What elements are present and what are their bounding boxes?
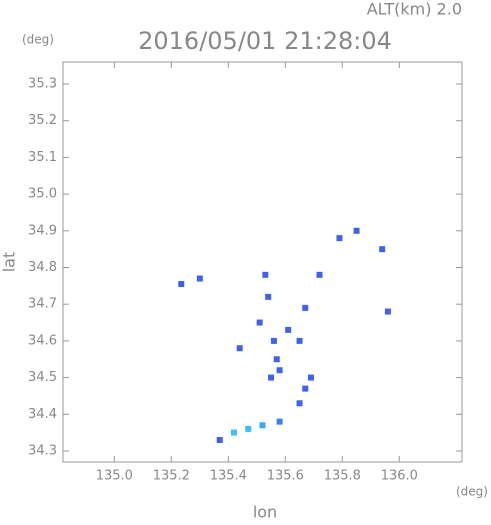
y-tick-label: 34.7 xyxy=(28,297,57,312)
echo-point xyxy=(265,293,272,300)
echo-point xyxy=(379,246,386,253)
y-tick-label: 35.3 xyxy=(28,77,57,92)
x-axis-label: lon xyxy=(253,503,277,522)
echo-point xyxy=(353,227,360,234)
x-tick-label: 135.6 xyxy=(267,469,304,484)
echo-point xyxy=(273,356,280,363)
echo-point xyxy=(316,271,323,278)
echo-point xyxy=(276,418,283,425)
echo-point xyxy=(296,400,303,407)
y-tick-label: 34.6 xyxy=(28,333,57,348)
y-tick-label: 34.3 xyxy=(28,443,57,458)
y-axis-label: lat xyxy=(0,252,19,273)
y-tick-label: 35.1 xyxy=(28,150,57,165)
echo-point xyxy=(336,235,343,242)
echo-point xyxy=(270,337,277,344)
echo-point xyxy=(307,374,314,381)
echo-point xyxy=(262,271,269,278)
y-tick-label: 35.2 xyxy=(28,113,57,128)
echo-point xyxy=(384,308,391,315)
x-tick-label: 135.8 xyxy=(324,469,361,484)
y-tick-label: 34.9 xyxy=(28,223,57,238)
echo-point xyxy=(245,425,252,432)
chart-title: 2016/05/01 21:28:04 xyxy=(138,27,392,55)
echo-point xyxy=(178,281,185,288)
echo-point xyxy=(302,304,309,311)
x-tick-label: 135.0 xyxy=(96,469,133,484)
y-tick-label: 34.4 xyxy=(28,407,57,422)
echo-point xyxy=(302,385,309,392)
echo-point xyxy=(256,319,263,326)
echo-point xyxy=(285,326,292,333)
echo-point xyxy=(196,275,203,282)
echo-point xyxy=(259,422,266,429)
echo-point xyxy=(268,374,275,381)
echo-point xyxy=(236,345,243,352)
plot-frame xyxy=(62,61,463,463)
y-tick-label: 35.0 xyxy=(28,187,57,202)
echo-point xyxy=(296,337,303,344)
x-tick-label: 135.4 xyxy=(210,469,247,484)
altitude: ALT(km) 2.0 xyxy=(367,0,462,19)
y-tick-label: 34.8 xyxy=(28,260,57,275)
x-tick-label: 135.2 xyxy=(153,469,190,484)
echo-point xyxy=(276,367,283,374)
echo-point xyxy=(231,429,237,436)
y-unit: (deg) xyxy=(22,33,54,47)
x-unit: (deg) xyxy=(456,485,488,499)
echo-point xyxy=(216,436,223,443)
y-tick-label: 34.5 xyxy=(28,370,57,385)
x-tick-label: 136.0 xyxy=(381,469,418,484)
